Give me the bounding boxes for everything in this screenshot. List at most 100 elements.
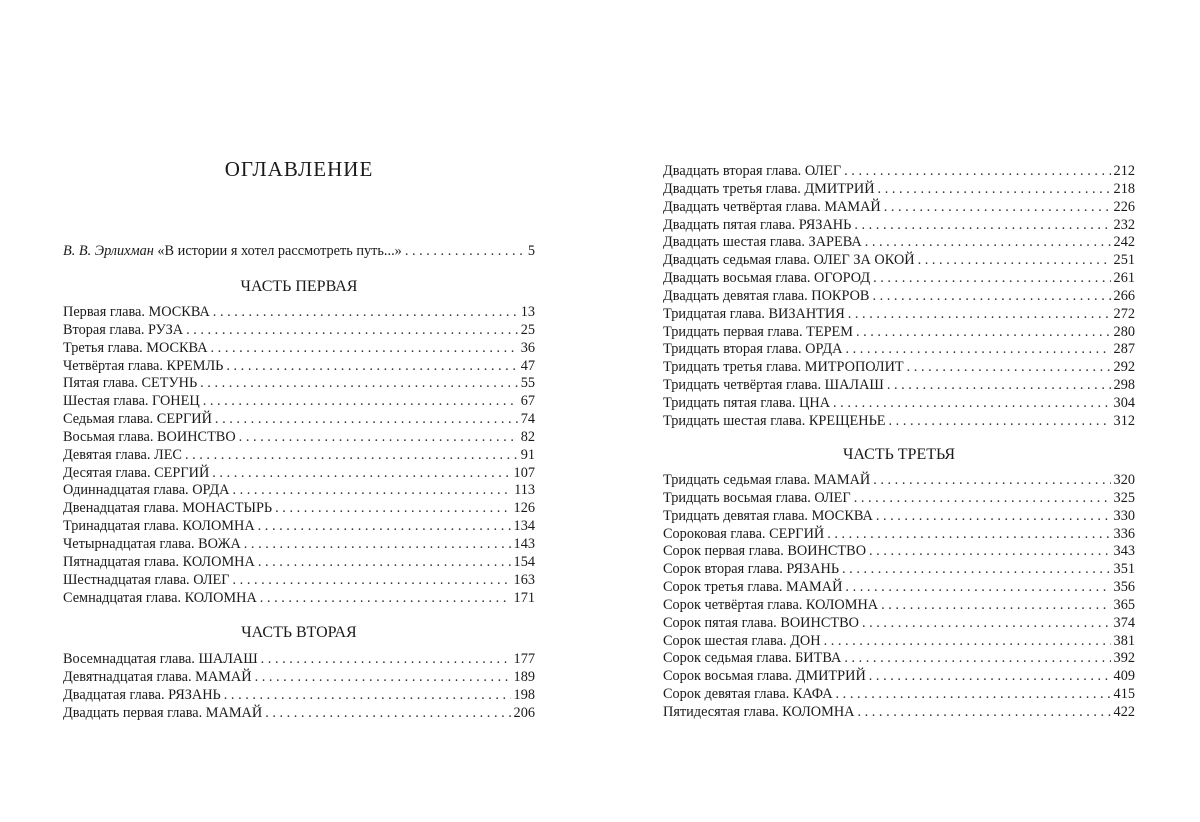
dot-leader	[887, 377, 1111, 395]
part-heading: ЧАСТЬ ВТОРАЯ	[241, 624, 357, 641]
toc-entry[interactable]: Тридцать седьмая глава. МАМАЙ 320	[663, 472, 1135, 490]
page-number: 25	[520, 321, 535, 338]
toc-entry[interactable]: Восьмая глава. ВОИНСТВО 82	[63, 429, 535, 447]
page-number: 67	[520, 393, 535, 410]
toc-entry[interactable]: Семнадцатая глава. КОЛОМНА 171	[63, 590, 535, 608]
dot-leader	[862, 615, 1111, 633]
toc-entry[interactable]: Тридцать девятая глава. МОСКВА 330	[663, 508, 1135, 526]
toc-entry[interactable]: Десятая глава. СЕРГИЙ 107	[63, 465, 535, 483]
dot-leader	[857, 704, 1110, 722]
chapter-title: Двадцатая глава. РЯЗАНЬ	[63, 686, 221, 703]
toc-entry[interactable]: Сорок шестая глава. ДОН 381	[663, 633, 1135, 651]
toc-entry[interactable]: Двадцать первая глава. МАМАЙ 206	[63, 705, 535, 723]
toc-entry[interactable]: Одиннадцатая глава. ОРДА 113	[63, 482, 535, 500]
toc-entry[interactable]: Двадцатая глава. РЯЗАНЬ 198	[63, 687, 535, 705]
toc-entry[interactable]: Восемнадцатая глава. ШАЛАШ 177	[63, 651, 535, 669]
page-number: 107	[513, 464, 535, 481]
toc-entry[interactable]: Тридцать восьмая глава. ОЛЕГ 325	[663, 490, 1135, 508]
toc-entry[interactable]: Тридцать третья глава. МИТРОПОЛИТ 292	[663, 359, 1135, 377]
toc-list-part-2-continued: Двадцать вторая глава. ОЛЕГ 212 Двадцать т…	[663, 163, 1135, 431]
toc-entry[interactable]: Двенадцатая глава. МОНАСТЫРЬ 126	[63, 500, 535, 518]
toc-entry[interactable]: Вторая глава. РУЗА 25	[63, 322, 535, 340]
toc-entry[interactable]: Сорок первая глава. ВОИНСТВО 343	[663, 543, 1135, 561]
toc-entry[interactable]: Тридцать первая глава. ТЕРЕМ 280	[663, 324, 1135, 342]
page-number: 143	[513, 535, 535, 552]
toc-entry[interactable]: Сорок третья глава. МАМАЙ 356	[663, 579, 1135, 597]
toc-entry[interactable]: Сорок пятая глава. ВОИНСТВО 374	[663, 615, 1135, 633]
toc-entry[interactable]: Пятидесятая глава. КОЛОМНА 422	[663, 704, 1135, 722]
toc-entry[interactable]: Двадцать девятая глава. ПОКРОВ 266	[663, 288, 1135, 306]
toc-entry[interactable]: Тридцать пятая глава. ЦНА 304	[663, 395, 1135, 413]
chapter-title: Тринадцатая глава. КОЛОМНА	[63, 518, 255, 535]
toc-entry[interactable]: Сорок девятая глава. КАФА 415	[663, 686, 1135, 704]
dot-leader	[260, 590, 511, 608]
page-number: 206	[513, 704, 535, 721]
toc-entry[interactable]: Сорок восьмая глава. ДМИТРИЙ 409	[663, 668, 1135, 686]
toc-entry[interactable]: Тринадцатая глава. КОЛОМНА 134	[63, 518, 535, 536]
chapter-title: Одиннадцатая глава. ОРДА	[63, 482, 230, 499]
chapter-title: Двадцать восьмая глава. ОГОРОД	[663, 270, 871, 287]
toc-entry[interactable]: Седьмая глава. СЕРГИЙ 74	[63, 411, 535, 429]
chapter-title: Двенадцатая глава. МОНАСТЫРЬ	[63, 500, 273, 517]
chapter-title: Семнадцатая глава. КОЛОМНА	[63, 589, 257, 606]
toc-list-part-2: Восемнадцатая глава. ШАЛАШ 177 Девятнадцат…	[63, 651, 535, 722]
toc-entry[interactable]: Шестая глава. ГОНЕЦ 67	[63, 393, 535, 411]
page-number: 266	[1113, 287, 1135, 304]
toc-entry[interactable]: Сорок четвёртая глава. КОЛОМНА 365	[663, 597, 1135, 615]
toc-entry[interactable]: Двадцать пятая глава. РЯЗАНЬ 232	[663, 217, 1135, 235]
chapter-title: Четвёртая глава. КРЕМЛЬ	[63, 357, 224, 374]
page-number: 330	[1113, 507, 1135, 524]
toc-entry-intro[interactable]: В. В. Эрлихман «В истории я хотел рассмо…	[63, 243, 535, 261]
chapter-title: Двадцать первая глава. МАМАЙ	[63, 704, 263, 721]
page-number: 272	[1113, 305, 1135, 322]
chapter-title: Девятнадцатая глава. МАМАЙ	[63, 668, 252, 685]
chapter-title: Тридцать пятая глава. ЦНА	[663, 394, 831, 411]
dot-leader	[185, 447, 518, 465]
toc-entry[interactable]: Первая глава. МОСКВА 13	[63, 304, 535, 322]
toc-entry[interactable]: Двадцать восьмая глава. ОГОРОД 261	[663, 270, 1135, 288]
toc-entry[interactable]: Пятнадцатая глава. КОЛОМНА 154	[63, 554, 535, 572]
chapter-title: Сорок третья глава. МАМАЙ	[663, 579, 843, 596]
toc-entry[interactable]: Девятнадцатая глава. МАМАЙ 189	[63, 669, 535, 687]
dot-leader	[232, 482, 511, 500]
toc-entry[interactable]: Двадцать третья глава. ДМИТРИЙ 218	[663, 181, 1135, 199]
toc-entry[interactable]: Пятая глава. СЕТУНЬ 55	[63, 375, 535, 393]
page-number: 126	[513, 500, 535, 517]
chapter-title: Двадцать пятая глава. РЯЗАНЬ	[663, 216, 852, 233]
toc-entry[interactable]: Четырнадцатая глава. ВОЖА 143	[63, 536, 535, 554]
toc-entry[interactable]: Тридцатая глава. ВИЗАНТИЯ 272	[663, 306, 1135, 324]
dot-leader	[224, 687, 511, 705]
toc-entry[interactable]: Сорок вторая глава. РЯЗАНЬ 351	[663, 561, 1135, 579]
toc-entry[interactable]: Девятая глава. ЛЕС 91	[63, 447, 535, 465]
page-number: 163	[513, 571, 535, 588]
toc-entry[interactable]: Сорок седьмая глава. БИТВА 392	[663, 650, 1135, 668]
toc-entry[interactable]: Третья глава. МОСКВА 36	[63, 340, 535, 358]
toc-entry[interactable]: Двадцать четвёртая глава. МАМАЙ 226	[663, 199, 1135, 217]
toc-entry[interactable]: Двадцать вторая глава. ОЛЕГ 212	[663, 163, 1135, 181]
chapter-title: Тридцать шестая глава. КРЕЩЕНЬЕ	[663, 412, 886, 429]
toc-entry[interactable]: Тридцать четвёртая глава. ШАЛАШ 298	[663, 377, 1135, 395]
dot-leader	[239, 429, 518, 447]
toc-entry[interactable]: Четвёртая глава. КРЕМЛЬ 47	[63, 358, 535, 376]
toc-entry[interactable]: Шестнадцатая глава. ОЛЕГ 163	[63, 572, 535, 590]
page-number: 91	[520, 446, 535, 463]
toc-entry[interactable]: Тридцать вторая глава. ОРДА 287	[663, 341, 1135, 359]
toc-entry[interactable]: Сороковая глава. СЕРГИЙ 336	[663, 526, 1135, 544]
toc-entry[interactable]: Двадцать шестая глава. ЗАРЕВА 242	[663, 234, 1135, 252]
page-number: 374	[1113, 614, 1135, 631]
dot-leader	[233, 572, 511, 590]
page-number: 304	[1113, 394, 1135, 411]
dot-leader	[907, 359, 1111, 377]
page-number: 422	[1113, 703, 1135, 720]
dot-leader	[878, 181, 1111, 199]
chapter-title: Четырнадцатая глава. ВОЖА	[63, 535, 241, 552]
page-number: 392	[1113, 650, 1135, 667]
chapter-title: Сороковая глава. СЕРГИЙ	[663, 525, 825, 542]
page-number: 356	[1113, 579, 1135, 596]
page-number: 154	[513, 553, 535, 570]
toc-entry[interactable]: Тридцать шестая глава. КРЕЩЕНЬЕ 312	[663, 413, 1135, 431]
page-number: 336	[1113, 525, 1135, 542]
chapter-title: Пятая глава. СЕТУНЬ	[63, 375, 198, 392]
toc-entry[interactable]: Двадцать седьмая глава. ОЛЕГ ЗА ОКОЙ 251	[663, 252, 1135, 270]
dot-leader	[873, 270, 1110, 288]
